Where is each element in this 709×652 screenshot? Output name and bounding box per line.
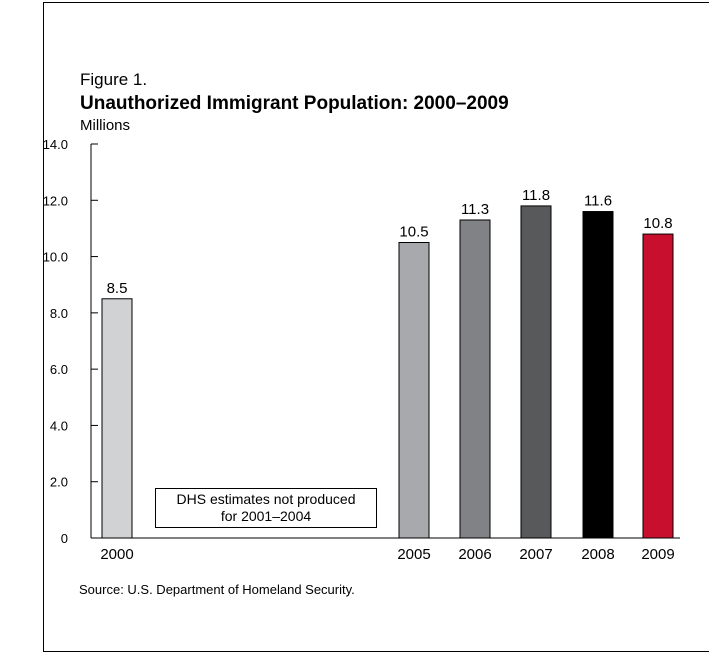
x-tick-label: 2009 (641, 546, 674, 563)
y-tick-label: 8.0 (50, 306, 68, 321)
data-label: 10.5 (399, 224, 428, 241)
missing-data-note-line-2: for 2001–2004 (156, 508, 376, 525)
x-tick-label: 2007 (519, 546, 552, 563)
y-tick-label: 12.0 (43, 193, 68, 208)
bar-2006 (460, 220, 490, 538)
bar-2009 (643, 234, 673, 538)
missing-data-note-line-1: DHS estimates not produced (156, 491, 376, 508)
data-label: 11.8 (522, 187, 550, 204)
y-tick-label: 4.0 (50, 418, 68, 433)
y-tick-label: 14.0 (43, 137, 68, 152)
data-label: 11.6 (584, 193, 612, 210)
source-note: Source: U.S. Department of Homeland Secu… (79, 582, 355, 597)
y-tick-label: 10.0 (43, 250, 68, 265)
x-tick-label: 2008 (581, 546, 614, 563)
data-label: 11.3 (461, 201, 489, 218)
missing-data-note: DHS estimates not produced for 2001–2004 (155, 488, 377, 528)
y-tick-label: 2.0 (50, 475, 68, 490)
bar-2008 (583, 212, 613, 538)
x-tick-label: 2000 (100, 546, 133, 563)
bar-2007 (521, 206, 551, 538)
data-label: 8.5 (107, 280, 128, 297)
x-tick-label: 2006 (458, 546, 491, 563)
x-tick-label: 2005 (397, 546, 430, 563)
bar-2005 (399, 243, 429, 539)
y-tick-label: 6.0 (50, 362, 68, 377)
bar-2000 (102, 299, 132, 538)
data-label: 10.8 (643, 215, 672, 232)
y-tick-label: 0 (61, 531, 68, 546)
